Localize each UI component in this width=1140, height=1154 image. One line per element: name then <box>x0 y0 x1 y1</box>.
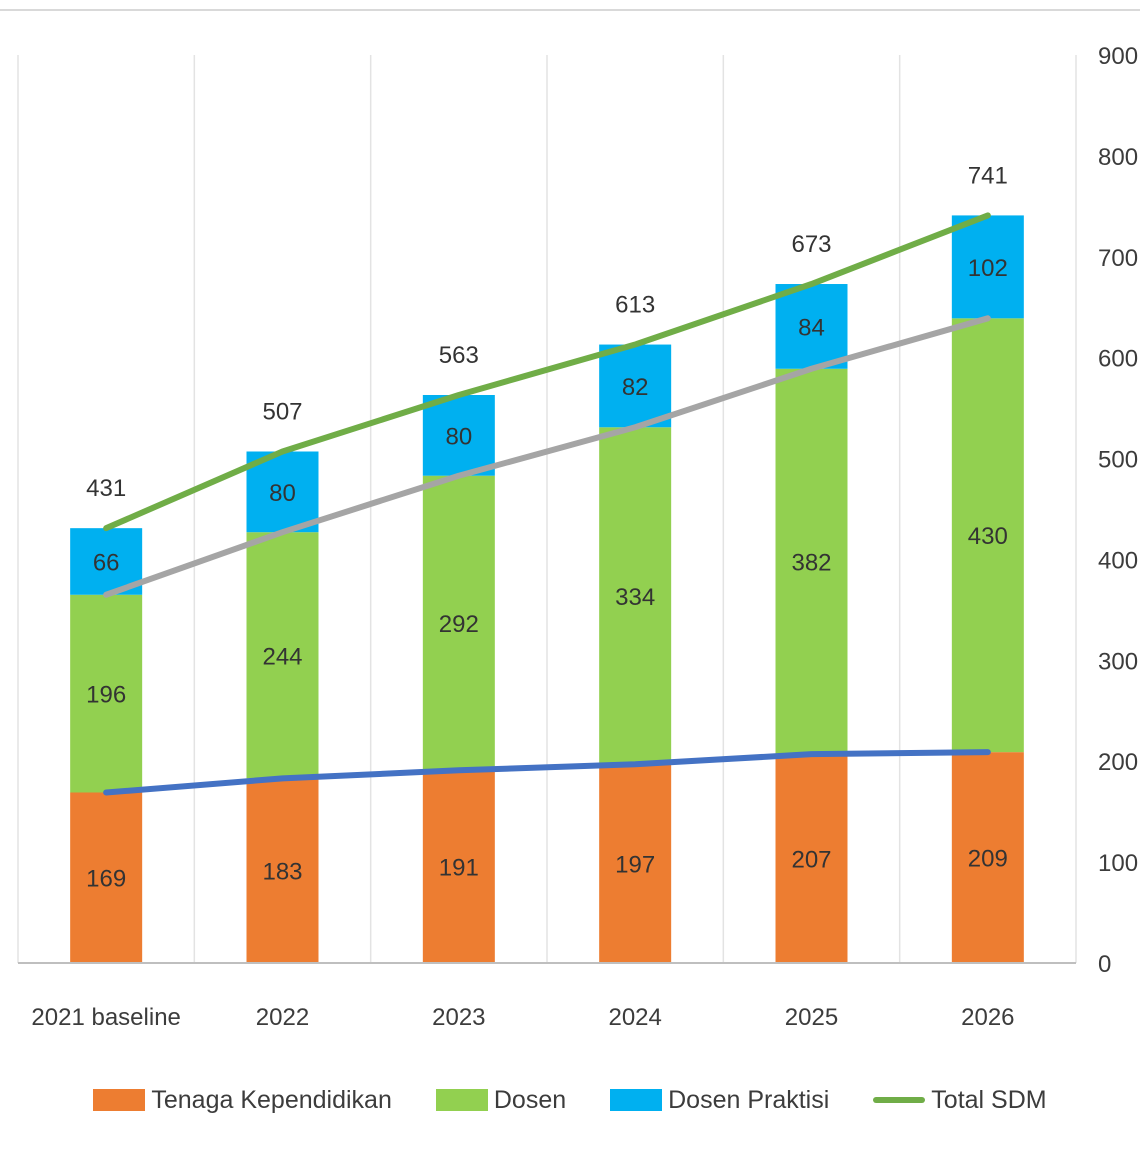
bar-value-label: 430 <box>968 523 1008 550</box>
bar-value-label: 169 <box>86 866 126 893</box>
total-value-label: 431 <box>86 475 126 502</box>
bar-value-label: 102 <box>968 255 1008 282</box>
bar-segment <box>951 318 1024 753</box>
legend-label: Dosen Praktisi <box>668 1085 830 1114</box>
bar-segment <box>70 594 143 793</box>
vertical-gridlines <box>17 55 1077 963</box>
x-axis-ticks: 2021 baseline 2022 2023 2024 2025 2026 <box>31 1004 1014 1031</box>
total-value-label: 563 <box>439 342 479 369</box>
y-axis-ticks: 0 100 200 300 400 500 600 700 800 900 <box>1098 43 1138 978</box>
y-tick-label: 500 <box>1098 447 1138 474</box>
bar-value-label: 80 <box>269 480 296 507</box>
bar-value-label: 183 <box>262 859 302 886</box>
bar-value-label: 207 <box>791 847 831 874</box>
y-tick-label: 300 <box>1098 648 1138 675</box>
legend-item-total-sdm: Total SDM <box>873 1085 1047 1115</box>
bar-segment <box>422 394 495 476</box>
bar-value-label: 196 <box>86 682 126 709</box>
bar-value-label: 334 <box>615 584 655 611</box>
bar-value-label: 80 <box>445 423 472 450</box>
bar-value-label: 292 <box>439 611 479 638</box>
bar-value-label: 244 <box>262 643 302 670</box>
bar-segment <box>599 764 672 963</box>
legend-swatch-blue <box>610 1089 663 1111</box>
data-labels: 169 196 66 183 244 80 191 292 80 197 334 82 207 382 84… <box>86 162 1008 892</box>
series-lines <box>103 212 991 796</box>
legend-label: Tenaga Kependidikan <box>151 1085 392 1114</box>
x-tick-label: 2022 <box>256 1004 309 1031</box>
bar-segment <box>951 215 1024 319</box>
x-tick-label: 2025 <box>785 1004 838 1031</box>
x-tick-label: 2021 baseline <box>31 1004 180 1031</box>
total-value-label: 507 <box>262 398 302 425</box>
bar-segment <box>246 532 319 779</box>
legend-item-tenaga-kependidikan: Tenaga Kependidikan <box>93 1085 392 1115</box>
bar-segment <box>246 778 319 963</box>
bar-segment <box>951 752 1024 963</box>
bar-value-label: 382 <box>791 549 831 576</box>
trend-line <box>103 749 991 796</box>
bar-value-label: 84 <box>798 314 825 341</box>
legend-label: Total SDM <box>931 1085 1047 1114</box>
y-tick-label: 600 <box>1098 346 1138 373</box>
bar-segment <box>599 427 672 765</box>
legend-swatch-orange <box>93 1089 146 1111</box>
total-sdm-line <box>103 212 991 532</box>
bar-stacks <box>70 215 1024 963</box>
total-value-label: 741 <box>968 162 1008 189</box>
bar-segment <box>775 368 848 755</box>
bar-segment <box>775 754 848 963</box>
y-tick-label: 0 <box>1098 951 1111 978</box>
bar-value-label: 209 <box>968 846 1008 873</box>
stacked-bar-chart: 169 196 66 183 244 80 191 292 80 197 334 82 207 382 84… <box>0 9 1140 1031</box>
bar-value-label: 197 <box>615 852 655 879</box>
trend-line <box>103 315 991 598</box>
total-value-label: 613 <box>615 292 655 319</box>
x-tick-label: 2024 <box>608 1004 661 1031</box>
x-tick-label: 2023 <box>432 1004 485 1031</box>
legend-label: Dosen <box>493 1085 567 1114</box>
legend-item-dosen: Dosen <box>435 1085 567 1115</box>
bar-segment <box>422 475 495 771</box>
legend-swatch-green <box>435 1089 488 1111</box>
legend-item-dosen-praktisi: Dosen Praktisi <box>610 1086 829 1115</box>
bar-value-label: 191 <box>439 855 479 882</box>
bar-segment <box>422 770 495 963</box>
legend-swatch-line-green <box>873 1097 926 1103</box>
y-tick-label: 800 <box>1098 144 1138 171</box>
x-tick-label: 2026 <box>961 1004 1014 1031</box>
y-tick-label: 200 <box>1098 749 1138 776</box>
bar-segment <box>599 344 672 428</box>
y-tick-label: 400 <box>1098 547 1138 574</box>
y-tick-label: 100 <box>1098 850 1138 877</box>
bar-value-label: 82 <box>622 374 649 401</box>
y-tick-label: 900 <box>1098 43 1138 70</box>
bar-segment <box>70 792 143 963</box>
bar-segment <box>775 284 848 369</box>
y-tick-label: 700 <box>1098 245 1138 272</box>
total-value-label: 673 <box>791 231 831 258</box>
legend: Tenaga Kependidikan Dosen Dosen Praktisi… <box>0 1080 1140 1120</box>
bar-value-label: 66 <box>93 549 120 576</box>
